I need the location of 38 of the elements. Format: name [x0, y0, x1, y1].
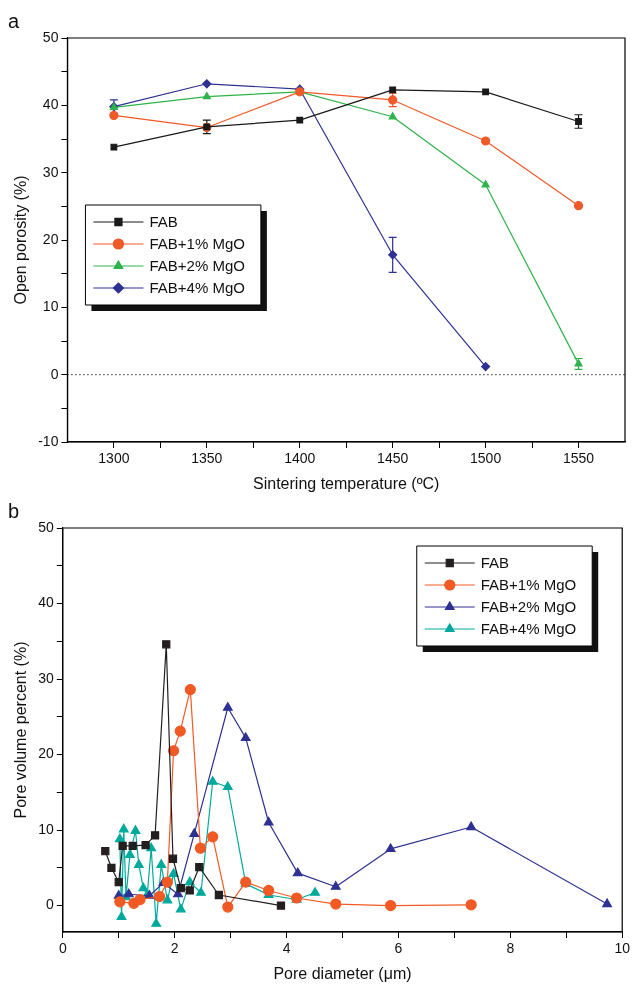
x-tick-label: 1350 [191, 450, 223, 467]
y-tick-label: 30 [42, 163, 59, 180]
chart-title: a [8, 9, 20, 32]
y-tick-label: 40 [42, 96, 59, 113]
y-tick-label: 30 [38, 669, 54, 686]
y-tick-label: 10 [42, 298, 59, 315]
x-tick-label: 4 [282, 940, 291, 957]
legend-label: FAB [149, 213, 178, 231]
y-axis-title: Pore volume percent (%) [12, 641, 30, 819]
y-tick-label: 50 [42, 28, 59, 45]
x-axis-title: Sintering temperature (ºC) [253, 474, 440, 492]
x-tick-label: 8 [506, 940, 515, 957]
y-tick-label: 40 [38, 594, 54, 611]
x-tick-label: 1300 [98, 450, 130, 467]
x-tick-label: 10 [614, 940, 631, 957]
chart-title: b [8, 499, 20, 522]
legend-label: FAB+2% MgO [480, 598, 577, 616]
x-tick-label: 1400 [284, 450, 316, 467]
x-tick-label: 2 [170, 940, 179, 957]
legend-label: FAB+2% MgO [149, 257, 245, 275]
y-tick-label: 20 [42, 230, 59, 247]
x-tick-label: 1550 [562, 450, 595, 467]
y-tick-label: 10 [38, 820, 54, 837]
y-axis-title: Open porosity (%) [12, 175, 30, 305]
legend-label: FAB+1% MgO [480, 576, 577, 594]
y-tick-label: 20 [38, 745, 54, 762]
y-tick-label: 50 [38, 518, 54, 535]
x-tick-label: 1500 [470, 450, 502, 467]
x-axis-title: Pore diameter (μm) [273, 964, 412, 982]
x-tick-label: 1450 [377, 450, 409, 467]
legend-label: FAB+4% MgO [149, 279, 245, 297]
y-tick-label: 0 [50, 365, 59, 382]
x-tick-label: 6 [394, 940, 403, 957]
legend-label: FAB [480, 554, 510, 572]
y-tick-label: -10 [38, 432, 59, 449]
legend-label: FAB+4% MgO [480, 620, 577, 638]
y-tick-label: 0 [45, 896, 54, 913]
legend-label: FAB+1% MgO [149, 235, 245, 253]
